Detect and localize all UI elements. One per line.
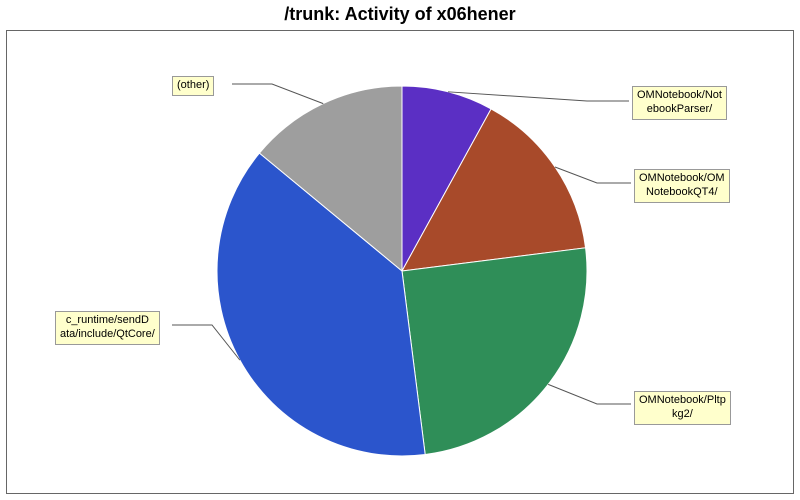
slice-label-pltpkg2: OMNotebook/Pltp kg2/ <box>634 391 731 425</box>
leader-line <box>555 167 631 183</box>
slice-label-omnotebookqt4: OMNotebook/OM NotebookQT4/ <box>634 169 730 203</box>
leader-line <box>232 84 323 104</box>
chart-container: /trunk: Activity of x06hener OMNotebook/… <box>0 0 800 500</box>
slice-label-qtcore: c_runtime/sendD ata/include/QtCore/ <box>55 311 160 345</box>
pie-slice <box>402 248 587 455</box>
leader-line <box>448 92 629 101</box>
leader-line <box>548 384 631 404</box>
chart-title: /trunk: Activity of x06hener <box>0 4 800 25</box>
slice-label-notebookparser: OMNotebook/Not ebookParser/ <box>632 86 727 120</box>
slice-label-other: (other) <box>172 76 214 96</box>
plot-area: OMNotebook/Not ebookParser/ OMNotebook/O… <box>6 30 794 494</box>
